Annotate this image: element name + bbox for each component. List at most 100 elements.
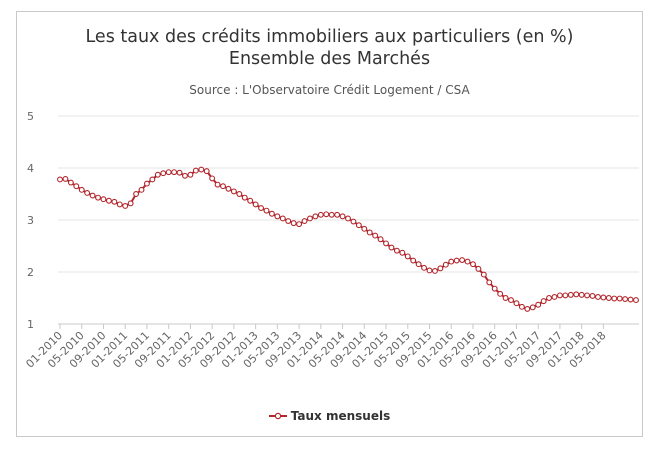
data-point (399, 249, 406, 256)
data-point (497, 290, 504, 297)
data-point (187, 171, 194, 178)
data-point (171, 169, 178, 176)
data-point (67, 179, 74, 186)
data-point (442, 261, 449, 268)
data-point (415, 261, 422, 268)
data-point (366, 229, 373, 236)
data-point (89, 192, 96, 199)
data-point (388, 244, 395, 251)
data-point (247, 197, 254, 204)
y-axis-ticks: 1 2 3 4 5 (27, 110, 34, 331)
data-point (573, 291, 580, 298)
chart-title-line-2: Ensemble des Marchés (228, 49, 431, 69)
data-point (241, 194, 248, 201)
grid-lines (58, 115, 639, 273)
data-point (633, 297, 639, 304)
data-point (513, 300, 520, 307)
data-point (546, 295, 553, 301)
data-point (312, 213, 319, 220)
data-point (100, 196, 107, 203)
data-point (524, 305, 531, 312)
data-point (165, 169, 172, 176)
data-point (437, 265, 444, 272)
data-point (589, 292, 596, 299)
legend-item-taux-mensuels[interactable]: Taux mensuels (268, 409, 391, 423)
data-point (317, 211, 324, 218)
data-point (508, 297, 514, 304)
data-point (502, 295, 509, 301)
data-point (584, 292, 591, 299)
data-point (203, 168, 210, 175)
data-point (480, 271, 487, 278)
data-point (84, 190, 91, 196)
data-point (236, 191, 243, 197)
data-point (426, 267, 433, 274)
y-tick-label: 4 (27, 162, 34, 175)
data-point (459, 257, 466, 263)
data-point (192, 167, 199, 174)
line-chart: 1 2 3 4 5 01-201005-201009-201001-201105-201… (23, 110, 639, 371)
data-point (274, 213, 281, 220)
data-point (540, 298, 547, 305)
data-point (595, 294, 601, 300)
data-point (600, 294, 607, 301)
chart-subtitle: Source : L'Observatoire Crédit Logement … (189, 83, 470, 97)
data-point (372, 232, 379, 239)
data-point (209, 175, 216, 182)
data-point (486, 279, 493, 286)
data-point (225, 185, 232, 192)
data-point (464, 258, 471, 265)
data-point (268, 210, 275, 217)
data-point (605, 295, 612, 301)
data-point (182, 172, 188, 179)
data-point (551, 294, 558, 300)
data-point (230, 188, 237, 195)
data-point (421, 264, 428, 271)
data-point (78, 186, 85, 193)
data-point (404, 253, 411, 260)
data-point (339, 213, 346, 220)
data-point (475, 265, 482, 272)
data-point (176, 169, 183, 176)
data-point (393, 247, 400, 254)
chart-title-line-1: Les taux des crédits immobiliers aux par… (85, 27, 574, 47)
data-point (470, 261, 476, 268)
data-point (383, 240, 389, 247)
data-point (214, 181, 221, 188)
data-point (143, 180, 150, 187)
data-point (334, 211, 341, 218)
data-point (301, 218, 308, 224)
y-tick-label: 2 (27, 266, 34, 279)
data-point (361, 225, 368, 232)
data-point (62, 175, 69, 182)
legend-label: Taux mensuels (290, 409, 391, 423)
data-point (345, 215, 351, 222)
data-point (138, 186, 145, 193)
data-point (73, 183, 80, 190)
data-point (127, 200, 134, 207)
data-point (448, 258, 455, 265)
x-axis: 01-201005-201009-201001-201105-201109-20… (23, 323, 639, 371)
chart-frame: Les taux des crédits immobiliers aux par… (16, 11, 643, 437)
data-point (622, 296, 629, 302)
data-point (279, 215, 286, 222)
data-point (556, 292, 563, 299)
data-point (529, 304, 536, 311)
y-tick-label: 5 (27, 110, 34, 123)
data-point (323, 211, 330, 218)
data-point (350, 218, 357, 225)
chart-title: Les taux des crédits immobiliers aux par… (17, 26, 642, 70)
data-point (611, 295, 618, 302)
data-point (95, 194, 101, 201)
data-point (198, 166, 205, 173)
data-point (111, 198, 118, 205)
data-point (307, 215, 313, 222)
data-point (431, 268, 438, 274)
data-point (518, 303, 525, 310)
y-tick-label: 3 (27, 214, 34, 227)
data-point (453, 257, 460, 264)
data-point (296, 221, 303, 228)
series-group (57, 166, 639, 312)
data-point (160, 170, 167, 177)
data-point (154, 171, 161, 178)
